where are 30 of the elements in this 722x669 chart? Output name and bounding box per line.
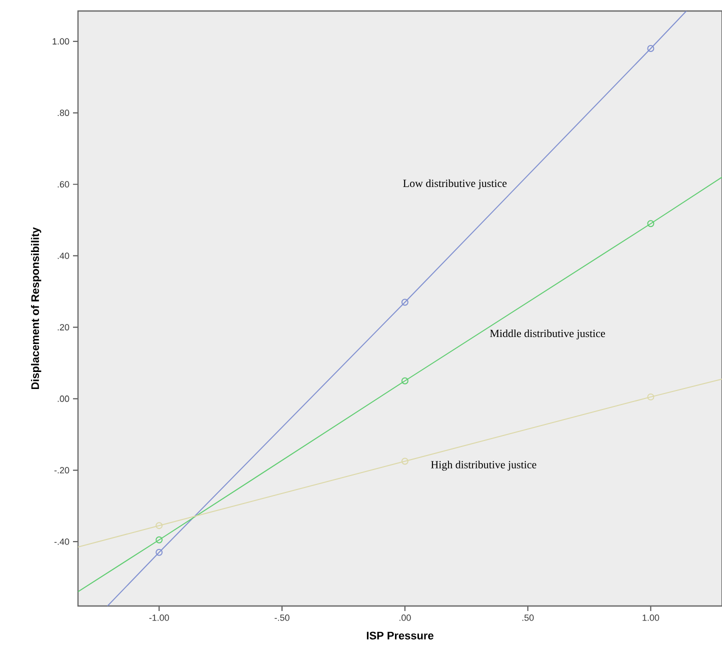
y-tick-label: -.20 (54, 467, 70, 474)
x-tick-label: -1.00 (149, 614, 169, 621)
line-series (78, 378, 722, 548)
point (401, 377, 408, 384)
x-axis-title: ISP Pressure (366, 632, 434, 640)
y-axis-title: Displacement of Responsibility (30, 227, 42, 390)
y-tick-label: .40 (58, 252, 70, 259)
point (156, 548, 163, 556)
x-tick-label: -.50 (274, 614, 290, 621)
y-tick-label: .80 (58, 110, 70, 116)
line-series (106, 10, 687, 606)
line-series (78, 176, 722, 592)
series-label: High distributive justice (431, 460, 536, 471)
x-tick-label: 1.00 (642, 614, 660, 621)
series-label: Middle distributive justice (490, 329, 605, 340)
y-tick-label: .60 (58, 181, 70, 188)
x-tick-label: .50 (522, 614, 534, 621)
y-tick-label: .20 (58, 324, 70, 330)
point (156, 522, 163, 530)
y-tick-label: .00 (58, 396, 70, 402)
x-tick-label: .00 (400, 614, 411, 621)
y-tick-label: 1.00 (52, 38, 70, 45)
point (401, 298, 408, 306)
point (401, 458, 408, 465)
point (647, 393, 654, 400)
point (647, 220, 654, 228)
point (156, 536, 163, 544)
y-tick-label: -.40 (54, 538, 70, 545)
point (647, 45, 654, 52)
series-label: Low distributive justice (403, 179, 507, 190)
